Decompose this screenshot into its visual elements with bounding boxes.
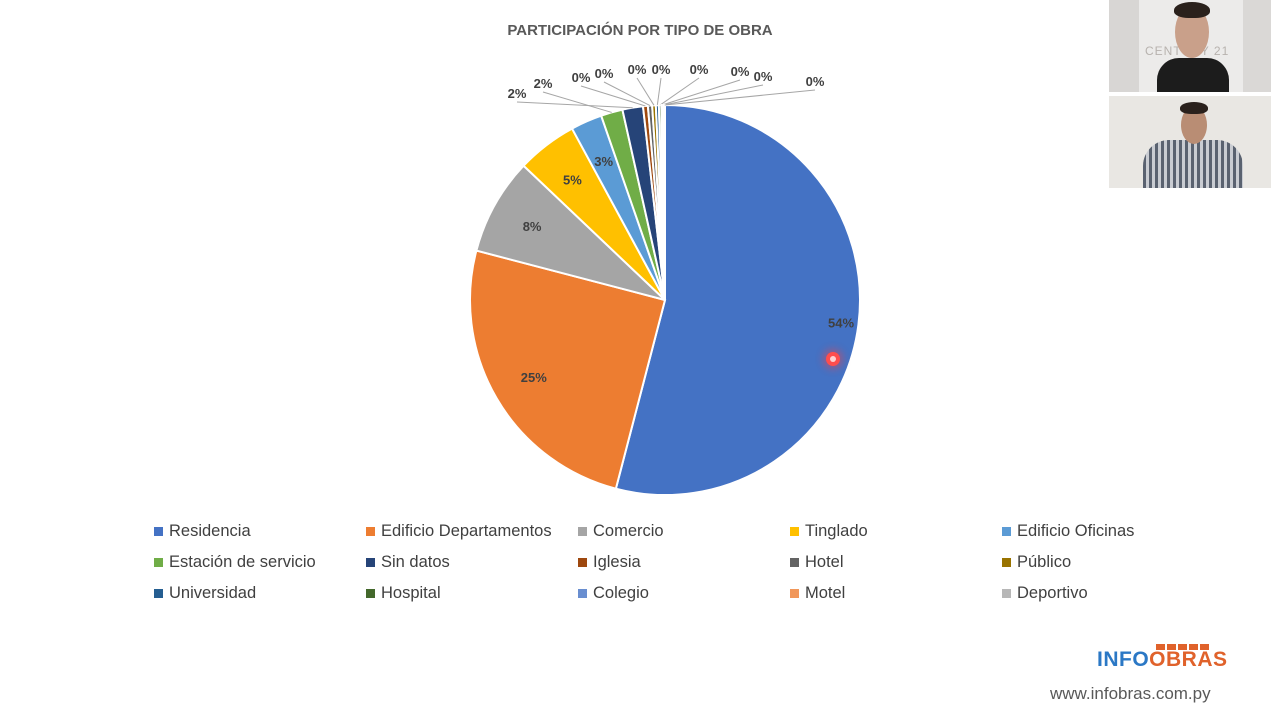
- legend-item: Motel: [790, 582, 1002, 604]
- logo-bricks-icon: [1156, 644, 1210, 650]
- legend-swatch: [1002, 526, 1011, 536]
- data-label-colegio: 0%: [731, 64, 750, 79]
- data-label-tinglado: 5%: [563, 172, 582, 187]
- leader-line: [516, 101, 633, 109]
- legend-label: Universidad: [169, 583, 257, 602]
- leader-line: [659, 77, 700, 106]
- data-label-edificio-oficinas: 3%: [594, 154, 613, 169]
- legend-swatch: [578, 526, 587, 536]
- legend-item: Colegio: [578, 582, 790, 604]
- legend-swatch: [154, 526, 163, 536]
- legend-label: Tinglado: [805, 521, 868, 540]
- legend-swatch: [366, 588, 375, 598]
- leader-line: [542, 91, 612, 113]
- webcam-feed-bottom: [1109, 96, 1271, 188]
- chart-legend: Residencia Edificio Departamentos Comercio…: [154, 520, 1164, 604]
- legend-label: Sin datos: [381, 552, 450, 571]
- site-url: www.infobras.com.py: [1050, 684, 1211, 703]
- pie-slice-edificio-departamentos: [469, 249, 667, 490]
- legend-item: Tinglado: [790, 520, 1002, 542]
- legend-item: Estación de servicio: [154, 551, 366, 573]
- leader-line: [656, 77, 662, 106]
- infobras-logo: INFOOBRAS: [1097, 648, 1228, 672]
- pie-slice-comercio: [475, 164, 666, 301]
- data-label-estaci-n-de-servicio: 2%: [534, 76, 553, 91]
- data-label-deportivo: 0%: [806, 74, 825, 89]
- chart-title: PARTICIPACIÓN POR TIPO DE OBRA: [507, 22, 773, 39]
- legend-label: Estación de servicio: [169, 552, 316, 571]
- legend-swatch: [366, 557, 375, 567]
- legend-item: Hotel: [790, 551, 1002, 573]
- legend-item: Deportivo: [1002, 582, 1164, 604]
- logo-obras-text: OBRAS: [1149, 648, 1228, 671]
- data-label-edificio-departamentos: 25%: [521, 370, 547, 385]
- legend-label: Comercio: [593, 521, 664, 540]
- legend-swatch: [578, 588, 587, 598]
- leader-line: [662, 79, 741, 106]
- legend-item: Edificio Oficinas: [1002, 520, 1164, 542]
- legend-swatch: [790, 557, 799, 567]
- legend-label: Edificio Departamentos: [381, 521, 552, 540]
- pie-slice-deportivo: [663, 103, 666, 301]
- legend-swatch: [578, 557, 587, 567]
- data-label-sin-datos: 2%: [508, 86, 527, 101]
- data-label-universidad: 0%: [652, 62, 671, 77]
- leader-line: [663, 84, 764, 106]
- legend-swatch: [154, 557, 163, 567]
- legend-label: Edificio Oficinas: [1017, 521, 1135, 540]
- leader-line: [636, 77, 655, 106]
- legend-swatch: [366, 526, 375, 536]
- leader-line: [603, 81, 651, 107]
- legend-swatch: [790, 588, 799, 598]
- presenter-body: [1157, 58, 1229, 92]
- legend-item: Iglesia: [578, 551, 790, 573]
- legend-item: Residencia: [154, 520, 366, 542]
- legend-swatch: [790, 526, 799, 536]
- pointer-highlight: [826, 352, 840, 366]
- legend-swatch: [1002, 588, 1011, 598]
- data-label-p-blico: 0%: [628, 62, 647, 77]
- webcam-background-right: [1243, 0, 1271, 92]
- legend-label: Hotel: [805, 552, 844, 571]
- legend-label: Motel: [805, 583, 846, 602]
- legend-label: Público: [1017, 552, 1072, 571]
- leader-line: [580, 85, 646, 107]
- data-label-motel: 0%: [754, 69, 773, 84]
- legend-label: Deportivo: [1017, 583, 1088, 602]
- legend-item: Sin datos: [366, 551, 578, 573]
- legend-label: Iglesia: [593, 552, 641, 571]
- data-label-hospital: 0%: [690, 62, 709, 77]
- data-label-hotel: 0%: [595, 66, 614, 81]
- legend-item: Edificio Departamentos: [366, 520, 578, 542]
- legend-item: Universidad: [154, 582, 366, 604]
- legend-item: Público: [1002, 551, 1164, 573]
- legend-item: Hospital: [366, 582, 578, 604]
- data-label-iglesia: 0%: [572, 70, 591, 85]
- presenter-hair: [1174, 2, 1210, 18]
- legend-label: Colegio: [593, 583, 649, 602]
- participant-shirt: [1143, 140, 1243, 188]
- data-label-comercio: 8%: [523, 219, 542, 234]
- leader-line: [664, 89, 816, 106]
- participant-hair: [1180, 102, 1208, 114]
- legend-label: Hospital: [381, 583, 441, 602]
- logo-info-text: INFO: [1097, 648, 1150, 671]
- webcam-background: [1109, 0, 1139, 92]
- legend-label: Residencia: [169, 521, 251, 540]
- legend-swatch: [1002, 557, 1011, 567]
- legend-swatch: [154, 588, 163, 598]
- legend-item: Comercio: [578, 520, 790, 542]
- webcam-feed-top: CENTURY 21: [1109, 0, 1271, 92]
- data-label-residencia: 54%: [828, 316, 854, 331]
- pie-slice-residencia: [614, 103, 861, 496]
